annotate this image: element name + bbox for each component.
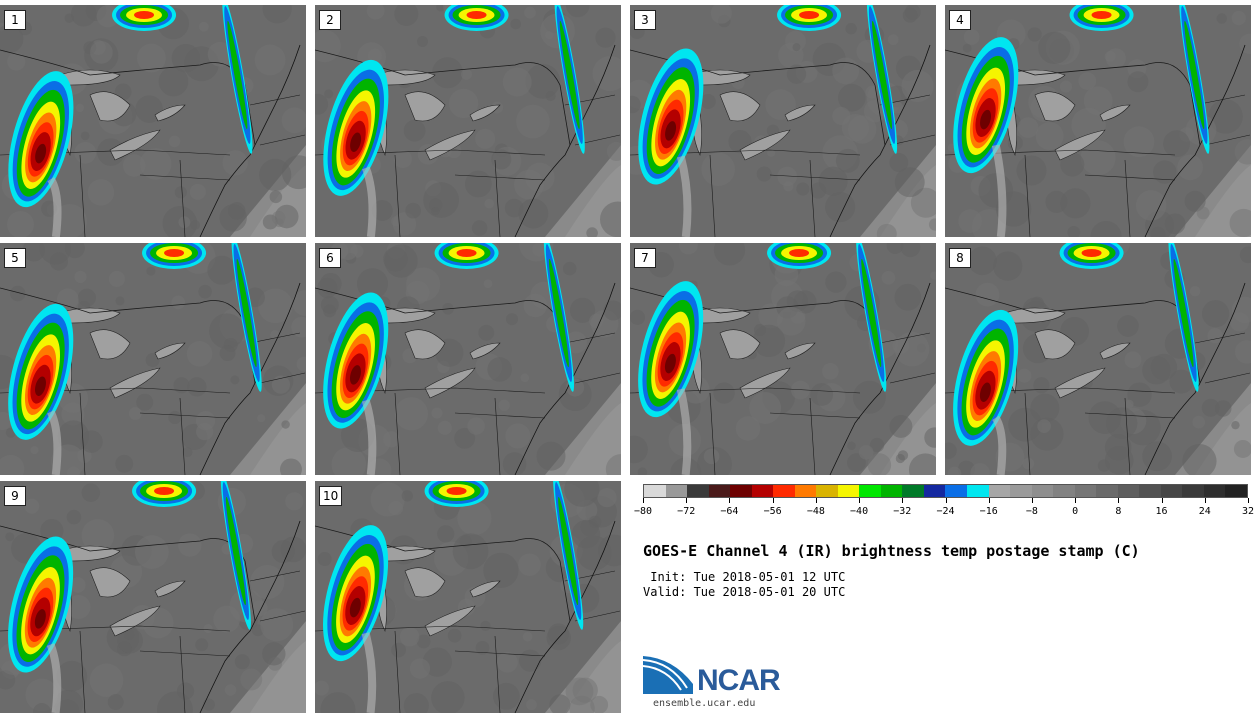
colorbar-swatch (1117, 485, 1140, 497)
colorbar-swatch (687, 485, 709, 497)
init-time: Init: Tue 2018-05-01 12 UTC (643, 570, 846, 584)
colorbar-tick-label: 0 (1072, 506, 1079, 517)
member-panel-1[interactable]: 1 (0, 5, 306, 237)
colorbar-tick-label: 16 (1155, 506, 1168, 517)
member-panel-8[interactable]: 8 (945, 243, 1251, 475)
page-title: GOES-E Channel 4 (IR) brightness temp po… (643, 542, 1140, 560)
colorbar-tick-label: −16 (979, 506, 998, 517)
colorbar-tick (729, 498, 731, 503)
member-label: 5 (4, 248, 26, 268)
member-label: 7 (634, 248, 656, 268)
member-label: 4 (949, 10, 971, 30)
colorbar-swatch (794, 485, 817, 497)
colorbar-swatch (773, 485, 795, 497)
ir-map (315, 5, 621, 237)
ir-map (0, 243, 306, 475)
colorbar-tick-label: −8 (1025, 506, 1038, 517)
member-panel-9[interactable]: 9 (0, 481, 306, 713)
member-panel-4[interactable]: 4 (945, 5, 1251, 237)
colorbar-tick (1118, 498, 1120, 503)
colorbar-swatch (945, 485, 967, 497)
colorbar-tick-label: 24 (1198, 506, 1211, 517)
colorbar-tick (1248, 498, 1249, 503)
colorbar-tick-label: −72 (677, 506, 696, 517)
ir-map (315, 481, 621, 713)
ir-map (0, 5, 306, 237)
colorbar-tick (859, 498, 861, 503)
site-url[interactable]: ensemble.ucar.edu (653, 698, 756, 709)
colorbar-swatch (1203, 485, 1226, 497)
colorbar-ticks: −80 −72 −64 −56 −48 −40 −32 −24 −16 −8 0 8 16 24 32 (634, 498, 1254, 520)
colorbar-swatch (923, 485, 946, 497)
colorbar-swatch (730, 485, 752, 497)
colorbar-tick-label: −24 (936, 506, 955, 517)
colorbar-tick (1161, 498, 1163, 503)
member-panel-3[interactable]: 3 (630, 5, 936, 237)
colorbar-swatch (837, 485, 860, 497)
member-panel-2[interactable]: 2 (315, 5, 621, 237)
member-panel-5[interactable]: 5 (0, 243, 306, 475)
colorbar-swatch (816, 485, 838, 497)
colorbar-tick (643, 498, 644, 503)
member-label: 8 (949, 248, 971, 268)
colorbar-swatch (1010, 485, 1032, 497)
colorbar-tick (686, 498, 688, 503)
member-panel-10[interactable]: 10 (315, 481, 621, 713)
colorbar-tick-label: −40 (850, 506, 869, 517)
colorbar-tick (1031, 498, 1033, 503)
ir-map (315, 243, 621, 475)
ir-map (0, 481, 306, 713)
colorbar-swatch (751, 485, 774, 497)
member-panel-7[interactable]: 7 (630, 243, 936, 475)
colorbar-swatch (902, 485, 924, 497)
colorbar-swatch (880, 485, 903, 497)
colorbar-tick-label: −80 (633, 506, 653, 517)
colorbar (643, 484, 1248, 498)
colorbar-tick-label: −32 (893, 506, 912, 517)
colorbar-swatch (1160, 485, 1183, 497)
colorbar-swatch (966, 485, 989, 497)
ir-map (630, 5, 936, 237)
ir-map (945, 243, 1251, 475)
colorbar-swatch (1053, 485, 1075, 497)
colorbar-swatch (988, 485, 1011, 497)
ir-map (945, 5, 1251, 237)
member-label: 6 (319, 248, 341, 268)
member-panel-6[interactable]: 6 (315, 243, 621, 475)
member-label: 10 (319, 486, 343, 506)
colorbar-tick-label: 8 (1115, 506, 1122, 517)
colorbar-tick (772, 498, 774, 503)
colorbar-tick (945, 498, 947, 503)
valid-time: Valid: Tue 2018-05-01 20 UTC (643, 585, 846, 599)
logo-text: NCAR (697, 664, 781, 697)
ncar-logo-icon[interactable] (643, 654, 793, 698)
colorbar-swatch (859, 485, 881, 497)
colorbar-swatch (665, 485, 688, 497)
ir-map (630, 243, 936, 475)
colorbar-swatch (708, 485, 731, 497)
colorbar-tick (988, 498, 990, 503)
colorbar-swatch (1074, 485, 1097, 497)
colorbar-tick (1075, 498, 1077, 503)
colorbar-swatch (1182, 485, 1204, 497)
member-label: 3 (634, 10, 656, 30)
colorbar-tick-label: −48 (806, 506, 825, 517)
colorbar-tick-label: −56 (763, 506, 782, 517)
colorbar-swatch (1031, 485, 1054, 497)
colorbar-tick-label: −64 (720, 506, 739, 517)
member-label: 1 (4, 10, 26, 30)
member-label: 9 (4, 486, 26, 506)
member-label: 2 (319, 10, 341, 30)
colorbar-swatch (1096, 485, 1118, 497)
colorbar-tick (1204, 498, 1206, 503)
colorbar-tick-label: 32 (1241, 506, 1255, 517)
colorbar-swatch (1225, 485, 1247, 497)
colorbar-tick (815, 498, 817, 503)
colorbar-swatch (644, 485, 666, 497)
colorbar-tick (902, 498, 904, 503)
colorbar-swatch (1139, 485, 1161, 497)
